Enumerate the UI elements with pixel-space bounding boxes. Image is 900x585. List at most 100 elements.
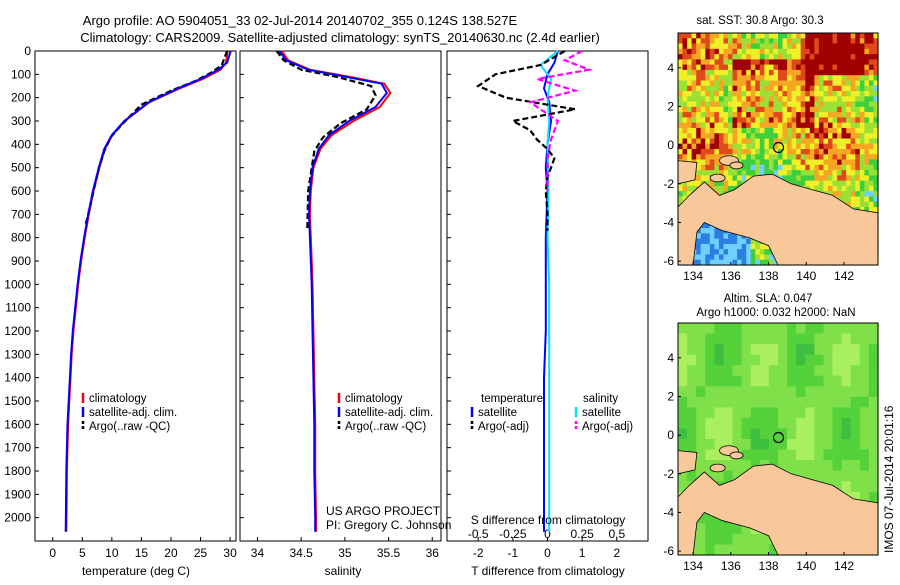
temperature-climatology-line — [65, 50, 229, 532]
sla-cell — [723, 523, 734, 535]
sst-cell — [768, 33, 774, 39]
sst-cell — [718, 33, 724, 39]
sst-cell — [809, 69, 815, 76]
sst-cell — [832, 127, 838, 134]
x-tick-label: 134 — [683, 269, 703, 283]
sst-cell — [796, 106, 802, 113]
y-tick-label: -4 — [663, 505, 674, 519]
sst-cell — [818, 43, 824, 50]
sst-cell — [728, 138, 734, 145]
sst-cell — [728, 75, 734, 82]
sla-cell — [732, 544, 743, 556]
sst-cell — [723, 122, 729, 129]
sst-cell — [682, 112, 688, 118]
sst-cell — [859, 164, 865, 171]
sst-cell — [841, 180, 847, 187]
sst-cell — [687, 91, 693, 97]
sla-cell — [805, 344, 815, 356]
sst-cell — [759, 54, 765, 60]
sst-cell — [700, 233, 706, 240]
sst-cell — [873, 85, 879, 92]
sla-cell — [714, 365, 725, 377]
y-tick-label: 1100 — [5, 301, 31, 315]
sst-cell — [764, 254, 770, 261]
temperature-panel: 0100200300400500600700800900100011001200… — [4, 44, 237, 560]
sla-cell — [805, 333, 815, 345]
sst-cell — [764, 75, 770, 82]
sst-cell — [809, 149, 815, 155]
sst-cell — [873, 106, 879, 113]
sst-cell — [800, 91, 806, 97]
sst-cell — [773, 122, 779, 129]
sst-cell — [714, 96, 720, 103]
sla-cell — [850, 407, 861, 419]
sst-cell — [705, 122, 711, 129]
sst-cell — [850, 196, 856, 203]
sst-cell — [868, 185, 874, 192]
sst-cell — [837, 154, 843, 161]
sst-cell — [864, 159, 870, 166]
sla-cell — [850, 481, 861, 493]
sst-cell — [864, 122, 870, 129]
sla-cell — [796, 344, 806, 356]
sst-cell — [868, 143, 874, 150]
sst-cell — [750, 112, 756, 118]
sst-cell — [782, 133, 788, 140]
sst-cell — [796, 48, 802, 55]
sst-cell — [837, 170, 843, 176]
sla-cell — [741, 407, 752, 419]
sla-cell — [868, 365, 879, 377]
sst-cell — [732, 122, 738, 129]
sla-cell — [759, 375, 770, 387]
sst-cell — [859, 38, 865, 45]
sst-cell — [746, 33, 752, 39]
sst-cell — [682, 101, 688, 108]
sla-cell — [778, 375, 788, 387]
sst-cell — [873, 170, 879, 176]
sst-cell — [846, 122, 852, 129]
sst-cell — [855, 85, 861, 92]
sst-cell — [755, 133, 761, 140]
sla-cell — [759, 439, 770, 451]
sst-cell — [682, 122, 688, 129]
sst-cell — [700, 75, 706, 82]
sla-cell — [796, 439, 806, 451]
sst-cell — [687, 122, 693, 129]
sst-cell — [837, 101, 843, 108]
sla-cell — [678, 323, 688, 335]
sst-cell — [723, 64, 729, 71]
sst-cell — [759, 127, 765, 134]
sst-cell — [787, 64, 793, 71]
sst-cell — [714, 170, 720, 176]
sla-cell — [678, 428, 688, 440]
sst-cell — [841, 91, 847, 97]
sla-cell — [732, 344, 743, 356]
sdiff-tick-label: -0.25 — [499, 527, 527, 541]
sst-cell — [737, 101, 743, 108]
sst-cell — [855, 69, 861, 76]
sst-cell — [746, 243, 752, 250]
sst-cell — [818, 64, 824, 71]
sst-cell — [837, 43, 843, 50]
sst-cell — [855, 164, 861, 171]
sst-cell — [850, 159, 856, 166]
sst-cell — [791, 159, 797, 166]
sst-cell — [791, 175, 797, 182]
sst-cell — [796, 54, 802, 60]
sst-cell — [873, 59, 879, 66]
sst-cell — [746, 259, 752, 266]
sst-cell — [764, 48, 770, 55]
sla-cell — [750, 407, 761, 419]
sst-cell — [855, 80, 861, 87]
sst-cell — [846, 38, 852, 45]
sst-cell — [741, 75, 747, 82]
x-tick-label: 142 — [834, 269, 854, 283]
sst-cell — [859, 80, 865, 87]
sst-cell — [837, 159, 843, 166]
sst-cell — [696, 154, 702, 161]
sst-cell — [723, 164, 729, 171]
sst-cell — [746, 69, 752, 76]
sst-cell — [728, 185, 734, 192]
sst-cell — [682, 149, 688, 155]
sst-cell — [705, 233, 711, 240]
